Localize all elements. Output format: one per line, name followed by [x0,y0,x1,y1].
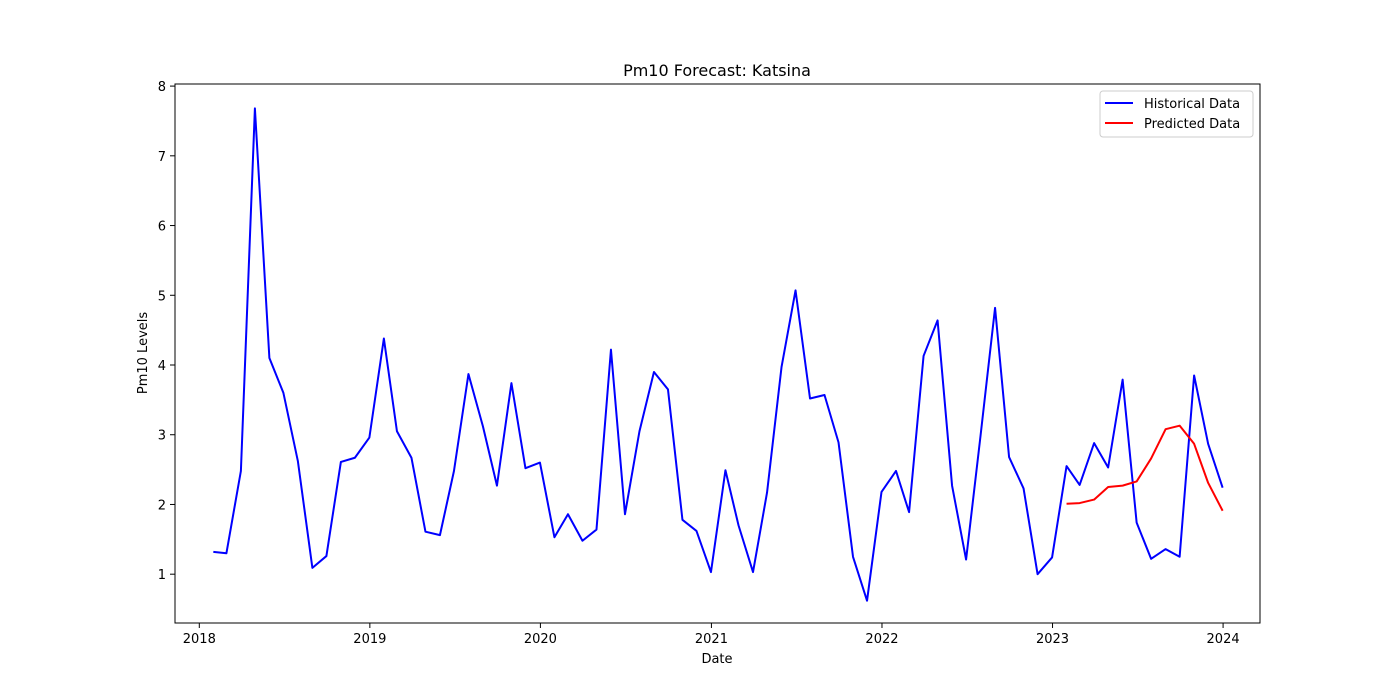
x-tick-label: 2022 [865,632,898,647]
legend-label-historical: Historical Data [1144,97,1240,112]
x-tick-label: 2019 [353,632,386,647]
y-tick-label: 4 [158,359,166,374]
x-tick-label: 2023 [1036,632,1069,647]
series-layer [213,107,1224,602]
axes-background [175,84,1260,623]
y-tick-label: 7 [158,150,166,165]
x-tick-label: 2021 [695,632,728,647]
y-tick-label: 6 [158,220,166,235]
x-tick-label: 2020 [524,632,557,647]
y-axis-label: Pm10 Levels [136,312,151,394]
axes-frame [174,83,1261,624]
legend: Historical Data Predicted Data [1099,90,1254,138]
legend-label-predicted: Predicted Data [1144,117,1240,132]
y-tick-label: 5 [158,289,166,304]
legend-box [1099,90,1254,138]
series-line-historical-data [213,107,1224,602]
y-tick-label: 2 [158,498,166,513]
y-axis: 1 2 3 4 5 6 7 8 [158,80,175,583]
x-axis-label: Date [701,652,732,667]
y-tick-label: 1 [158,568,166,583]
x-tick-label: 2024 [1207,632,1240,647]
plot-area [174,83,1261,624]
series-line-predicted-data [1066,424,1224,512]
x-axis: 2018 2019 2020 2021 2022 2023 2024 [183,623,1240,647]
x-tick-label: 2018 [183,632,216,647]
y-tick-label: 3 [158,429,166,444]
y-tick-label: 8 [158,80,166,95]
chart-title: Pm10 Forecast: Katsina [623,61,811,80]
